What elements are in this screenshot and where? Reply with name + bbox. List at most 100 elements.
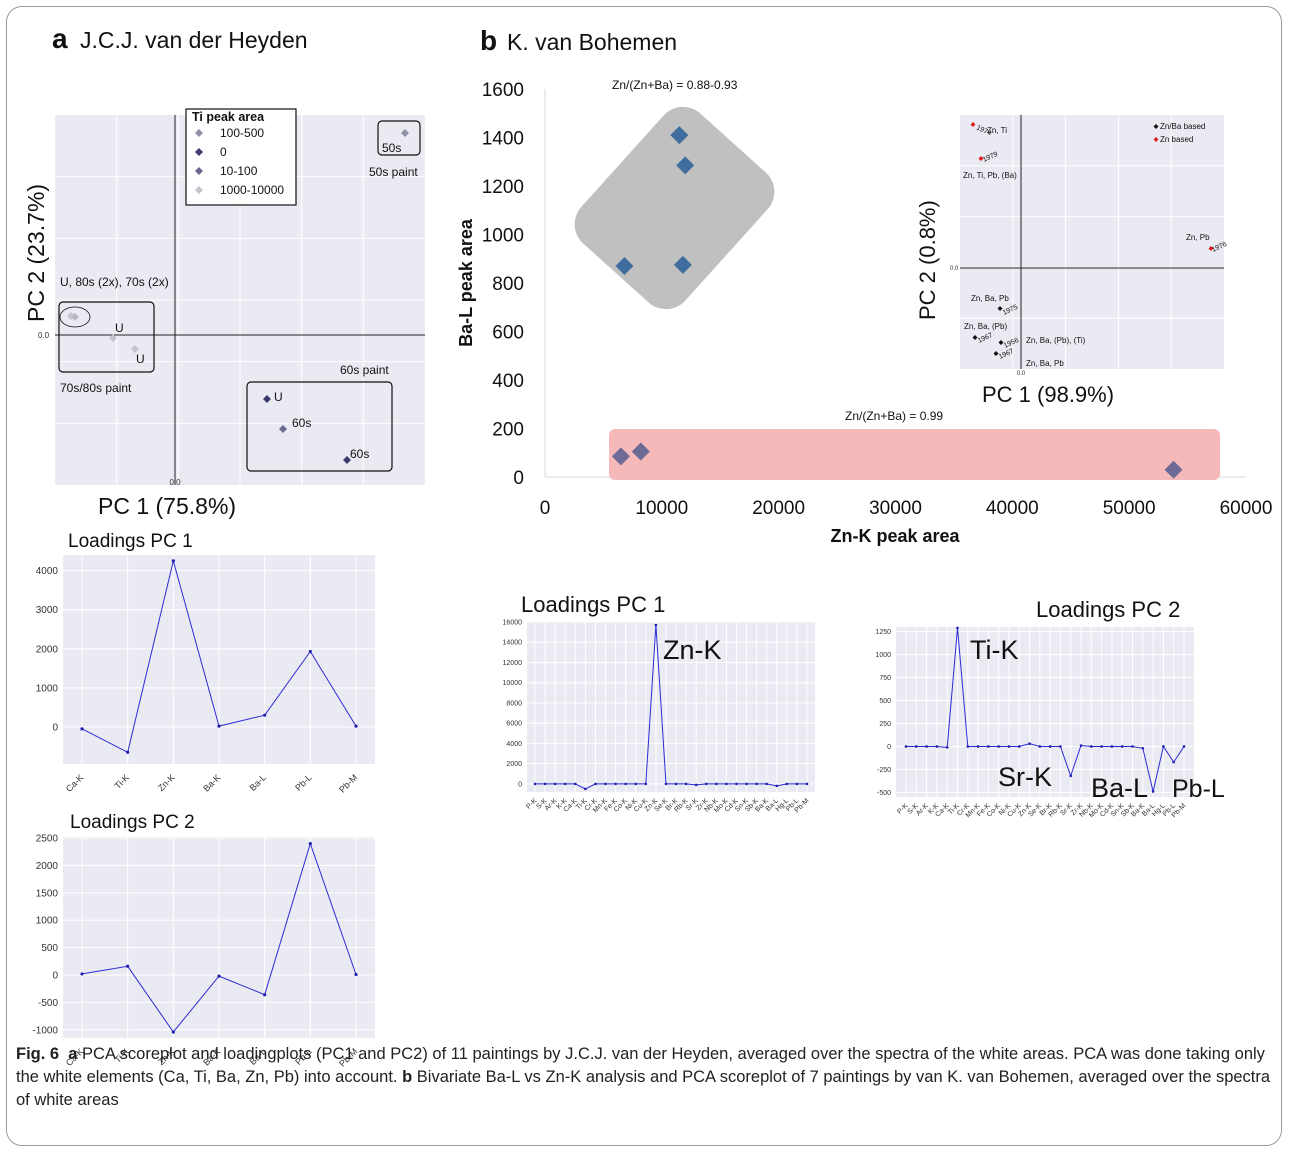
loadings-point <box>1090 745 1093 748</box>
bivariate-y-tick: 200 <box>492 420 524 441</box>
loadings-point <box>674 782 678 786</box>
loadings-point <box>997 745 1000 748</box>
legend-a-marker <box>195 129 203 137</box>
loadings-point <box>987 745 990 748</box>
loadings-b-pc2-annotation-srk: Sr-K <box>998 762 1052 792</box>
y-tick-label: 1000 <box>36 916 59 927</box>
y-tick-label: 500 <box>41 943 58 954</box>
loadings-point <box>925 745 928 748</box>
y-tick-label: 16000 <box>503 619 523 626</box>
figure-caption: Fig. 6 a PCA scoreplot and loadingplots … <box>16 1043 1272 1112</box>
loadings-point <box>1131 745 1134 748</box>
annotation-high-ba: Zn/(Zn+Ba) = 0.88-0.93 <box>612 78 738 92</box>
panel-a-loadings-pc1: Loadings PC 1 0 1000 2000 3000 4000 Ca-K Ti-K Z… <box>36 531 375 795</box>
caption-a-label: a <box>68 1045 78 1063</box>
loadings-point <box>1182 745 1186 748</box>
y-tick-label: 2000 <box>506 761 522 768</box>
x-tick-label: Ba-L <box>248 772 269 793</box>
legend-b-marker-zn <box>1153 137 1159 142</box>
loadings-point <box>976 745 980 748</box>
legend-a-label: 10-100 <box>220 164 258 178</box>
y-tick-label: 750 <box>879 675 891 682</box>
group-70s80s-circle <box>59 306 91 328</box>
scoreplot-a-y-zero: 0.0 <box>38 331 50 340</box>
y-tick-label: 2500 <box>36 834 59 845</box>
bivariate-plot: 0 200 400 600 800 1000 1200 1400 1600 0 10000 20000… <box>482 80 1273 519</box>
scoreplot-a-xlabel: PC 1 (75.8%) <box>98 493 236 519</box>
loadings-point <box>1079 744 1083 747</box>
loadings-point <box>171 559 175 563</box>
loadings-b-pc1-annotation: Zn-K <box>663 635 722 665</box>
scoreplot-b-label-znpb: Zn, Pb <box>1186 233 1210 242</box>
loadings-point <box>573 782 577 786</box>
bivariate-point <box>1164 460 1183 479</box>
panel-b-scoreplot: 0.0 0.0 PC 1 (98.9%) PC 2 (0.8%) Zn/Ba b… <box>915 115 1228 407</box>
loadings-point <box>1048 745 1052 748</box>
scoreplot-b-point-1967b <box>993 351 999 356</box>
panel-b-loadings-pc2: Loadings PC 2 -500 -250 0 250 500 750 1000 1250… <box>875 597 1224 819</box>
loadings-point <box>684 782 688 786</box>
legend-a-items: 100-500 0 10-100 1000-10000 <box>195 126 284 197</box>
scoreplot-b-y-zero: 0.0 <box>950 266 959 272</box>
x-tick-label: Pb-M <box>337 772 359 794</box>
scoreplot-b-x-zero: 0.0 <box>1017 371 1026 377</box>
loadings-point <box>354 724 358 728</box>
loadings-point <box>1100 745 1103 748</box>
loadings-point <box>1151 790 1155 793</box>
loadings-point <box>1141 746 1145 750</box>
y-tick-label: 0 <box>52 722 58 733</box>
loadings-point <box>553 782 557 786</box>
loadings-point <box>966 745 970 748</box>
bivariate-y-tick: 1200 <box>482 177 524 198</box>
panel-a-loadings-pc2: Loadings PC 2 -1000 -500 0 500 1000 1500 2000 2… <box>32 812 375 1069</box>
point-label-60s-1: 60s <box>292 416 311 430</box>
x-tick-label: Ba-K <box>201 772 222 793</box>
y-tick-label: 500 <box>879 698 891 705</box>
bivariate-point <box>631 442 650 461</box>
loadings-point <box>725 782 728 786</box>
group-70s80s-note: U, 80s (2x), 70s (2x) <box>60 275 169 289</box>
scoreplot-b-point-1956 <box>998 340 1004 345</box>
loadings-point <box>263 993 267 997</box>
caption-a-text: PCA scoreplot and loadingplots (PC1 and … <box>16 1045 1265 1086</box>
caption-b-label: b <box>402 1068 413 1086</box>
y-tick-label: -500 <box>38 998 58 1009</box>
legend-b-marker-znba <box>1153 124 1159 129</box>
loadings-b-pc2-title: Loadings PC 2 <box>1036 597 1180 622</box>
y-tick-label: 1000 <box>875 652 891 659</box>
x-tick-label: Pb-L <box>293 772 314 793</box>
y-tick-label: 0 <box>887 744 891 751</box>
loadings-point <box>914 745 918 748</box>
loadings-point <box>614 782 617 786</box>
loadings-point <box>126 964 130 968</box>
bivariate-point <box>673 255 692 274</box>
bivariate-y-tick: 1600 <box>482 80 524 101</box>
bivariate-ylabel: Ba-L peak area <box>456 218 476 347</box>
y-tick-label: -1000 <box>32 1025 58 1036</box>
panel-a-scoreplot: 0.0 0.0 PC 1 (75.8%) PC 2 (23.7%) Ti pea… <box>23 108 425 519</box>
cluster-high-ba <box>574 106 775 310</box>
loadings-point <box>171 1030 175 1034</box>
y-tick-label: 0 <box>518 781 522 788</box>
y-tick-label: 10000 <box>503 680 523 687</box>
legend-a-marker <box>195 148 203 156</box>
loadings-point <box>604 782 607 786</box>
loadings-point <box>1038 745 1042 748</box>
y-tick-label: 4000 <box>506 741 522 748</box>
score-point-50s <box>401 129 409 137</box>
loadings-point <box>704 782 708 786</box>
loadings-point <box>795 782 799 786</box>
loadings-b-pc1-title: Loadings PC 1 <box>521 592 665 617</box>
point-label-u2: U <box>136 352 145 366</box>
panel-b-author: K. van Bohemen <box>507 29 677 55</box>
y-tick-label: 8000 <box>506 700 522 707</box>
scoreplot-b-label-zntipbba: Zn, Ti, Pb, (Ba) <box>963 171 1017 180</box>
bivariate-y-tick: 400 <box>492 371 524 392</box>
y-tick-label: -500 <box>877 790 891 797</box>
scoreplot-a-legend <box>185 108 297 206</box>
loadings-point <box>263 713 267 717</box>
loadings-point <box>1110 745 1114 748</box>
scoreplot-b-label-znti: Zn, Ti <box>987 126 1007 135</box>
loadings-b-pc2-annotation-pbl: Pb-L <box>1172 775 1225 803</box>
